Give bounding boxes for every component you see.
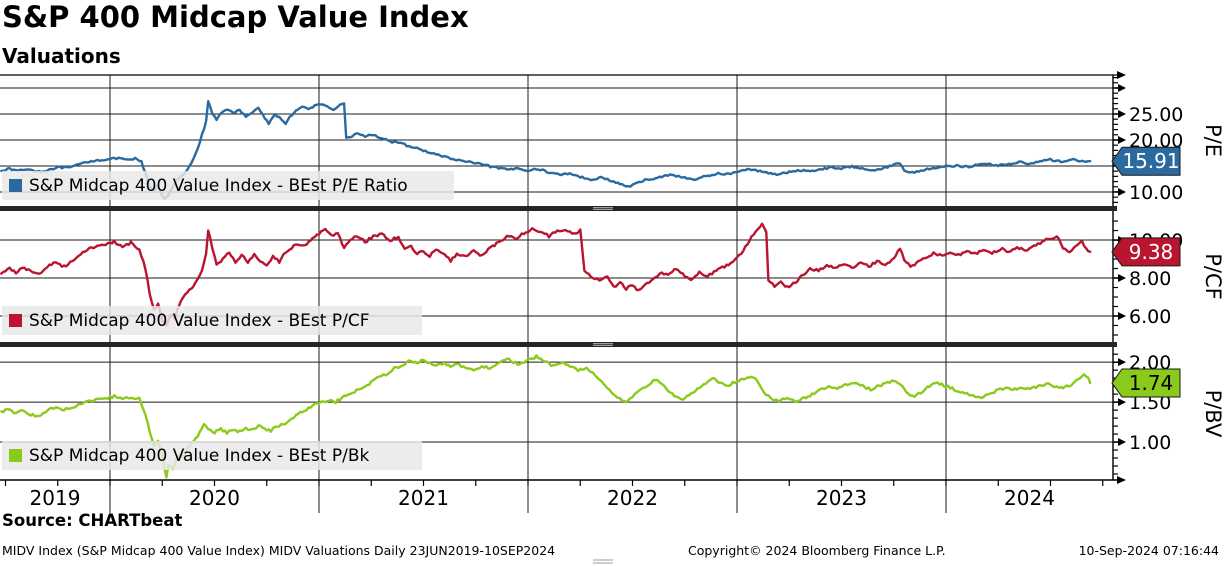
footer-timestamp: 10-Sep-2024 07:16:44 bbox=[1078, 543, 1219, 558]
footer-copyright: Copyright© 2024 Bloomberg Finance L.P. bbox=[688, 543, 946, 558]
svg-text:15.91: 15.91 bbox=[1122, 149, 1179, 173]
year-label-2024: 2024 bbox=[1004, 486, 1055, 510]
legend-pcf-label: S&P Midcap 400 Value Index - BEst P/CF bbox=[29, 310, 370, 331]
pcf-ytick-label: 6.00 bbox=[1129, 306, 1171, 328]
svg-text:1.74: 1.74 bbox=[1129, 371, 1174, 395]
legend-pbv[interactable]: S&P Midcap 400 Value Index - BEst P/Bk bbox=[2, 441, 422, 470]
pbv-legend-swatch-icon bbox=[9, 449, 22, 462]
pcf-legend-swatch-icon bbox=[9, 314, 22, 327]
year-label-2019: 2019 bbox=[30, 486, 81, 510]
pbv-axis-label: P/BV bbox=[1201, 390, 1224, 438]
page-subtitle: Valuations bbox=[2, 44, 121, 68]
legend-pbv-label: S&P Midcap 400 Value Index - BEst P/Bk bbox=[29, 445, 370, 466]
pe-ytick-label: 20.00 bbox=[1129, 130, 1183, 152]
pbv-ytick-label: 1.50 bbox=[1129, 392, 1171, 414]
pcf-series-line bbox=[0, 222, 1092, 327]
pe-axis-label: P/E bbox=[1201, 124, 1224, 157]
pcf-last-value-tag: 9.38 bbox=[1111, 237, 1181, 267]
source-label: Source: CHARTbeat bbox=[2, 511, 183, 530]
pbv-ytick-label: 1.00 bbox=[1129, 432, 1171, 454]
panel-resize-handle[interactable] bbox=[0, 206, 1117, 211]
year-label-2021: 2021 bbox=[398, 486, 449, 510]
pbv-last-value-tag: 1.74 bbox=[1111, 368, 1181, 398]
legend-pcf[interactable]: S&P Midcap 400 Value Index - BEst P/CF bbox=[2, 306, 422, 335]
legend-pe-label: S&P Midcap 400 Value Index - BEst P/E Ra… bbox=[29, 175, 408, 196]
pe-last-value-tag: 15.91 bbox=[1111, 146, 1181, 176]
pcf-axis-label: P/CF bbox=[1201, 253, 1224, 299]
svg-text:9.38: 9.38 bbox=[1129, 240, 1174, 264]
legend-pe-ratio[interactable]: S&P Midcap 400 Value Index - BEst P/E Ra… bbox=[2, 171, 454, 200]
year-label-2023: 2023 bbox=[816, 486, 867, 510]
pe-ytick-label: 10.00 bbox=[1129, 182, 1183, 204]
year-label-2020: 2020 bbox=[189, 486, 240, 510]
pcf-ytick-label: 8.00 bbox=[1129, 268, 1171, 290]
footer-security-info: MIDV Index (S&P Midcap 400 Value Index) … bbox=[2, 543, 556, 558]
page-title: S&P 400 Midcap Value Index bbox=[2, 0, 469, 34]
pe-legend-swatch-icon bbox=[9, 179, 22, 192]
panel-resize-handle[interactable] bbox=[0, 342, 1117, 347]
year-label-2022: 2022 bbox=[607, 486, 658, 510]
pe-ytick-label: 25.00 bbox=[1129, 104, 1183, 126]
